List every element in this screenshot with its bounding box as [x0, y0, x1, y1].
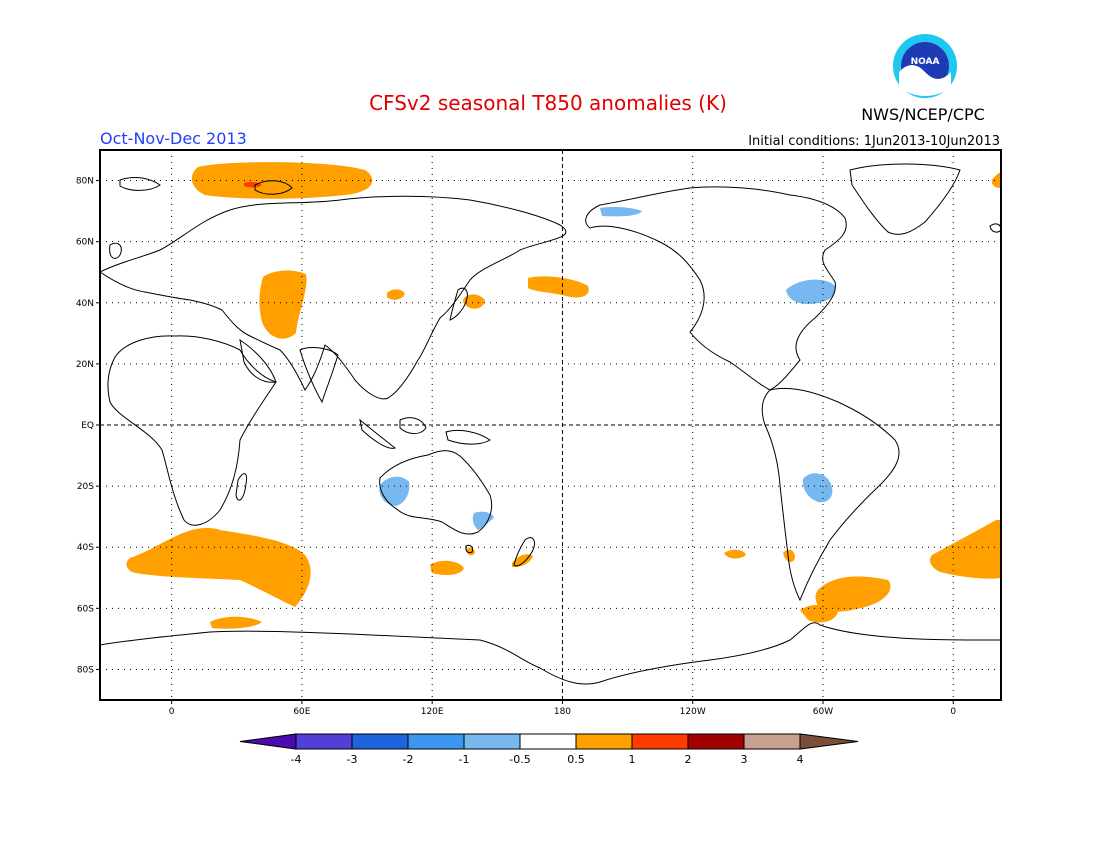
lat-tick-label: 80S	[77, 665, 94, 675]
colorbar: -4 -3 -2 -1 -0.5 0.5 1 2 3 4	[239, 733, 859, 766]
lat-tick-label: 20S	[77, 482, 94, 492]
coast-new-guinea	[445, 429, 491, 445]
colorbar-swatch	[687, 733, 745, 750]
coastlines	[100, 163, 1001, 685]
colorbar-swatch	[631, 733, 689, 750]
anomaly-east-australia	[472, 511, 494, 530]
colorbar-swatch	[463, 733, 521, 750]
anomaly-caspian-region	[259, 270, 307, 339]
lat-tick-label: 40S	[77, 543, 94, 553]
colorbar-label: 2	[685, 753, 692, 766]
lon-tick-label: 0	[950, 707, 956, 717]
colorbar-label: -0.5	[509, 753, 530, 766]
anomaly-south-pacific-east	[724, 549, 746, 559]
colorbar-swatch	[575, 733, 633, 750]
anomaly-arctic-wrap-east	[991, 172, 1001, 188]
lat-tick-label: 40N	[76, 299, 94, 309]
coast-arabia	[239, 338, 277, 383]
coast-japan	[449, 287, 468, 321]
coast-madagascar	[235, 473, 247, 501]
season-label: Oct-Nov-Dec 2013	[100, 129, 247, 148]
coast-novaya-zemlya	[254, 180, 293, 195]
anomaly-layer	[126, 162, 1001, 629]
anomaly-japan	[463, 294, 485, 309]
coast-australia	[379, 450, 493, 535]
map-grid	[100, 150, 1001, 700]
coast-greenland	[849, 163, 961, 235]
lon-tick-label: 120E	[421, 707, 444, 717]
colorbar-label: 3	[741, 753, 748, 766]
coast-india	[299, 347, 339, 404]
coast-north-america	[585, 186, 847, 391]
coast-indonesia-2	[399, 417, 427, 435]
colorbar-swatch	[295, 733, 353, 750]
colorbar-swatch	[519, 733, 577, 750]
coast-africa	[107, 335, 277, 526]
coast-uk	[109, 242, 122, 259]
lon-tick-label: 0	[169, 707, 175, 717]
colorbar-label: -2	[403, 753, 414, 766]
anomaly-southeast-atlantic-wrap	[930, 520, 1001, 579]
lat-tick-label: EQ	[81, 421, 94, 431]
longitude-labels: 0 60E 120E 180 120W 60W 0	[169, 700, 956, 717]
colorbar-arrow-left	[239, 733, 297, 750]
anomaly-south-of-australia	[430, 560, 464, 576]
anomaly-south-america-interior	[802, 473, 833, 503]
anomaly-patagonia	[783, 549, 795, 563]
agency-label: NWS/NCEP/CPC	[861, 105, 985, 124]
anomaly-west-australia	[379, 476, 410, 506]
anomaly-southern-ocean-indian	[210, 616, 262, 629]
colorbar-swatch	[407, 733, 465, 750]
coast-arctic-islands	[119, 177, 161, 191]
map-area	[100, 150, 1001, 700]
colorbar-label: 4	[797, 753, 804, 766]
anomaly-south-atlantic	[815, 576, 891, 612]
logo-text: NOAA	[911, 57, 940, 67]
colorbar-label: -1	[459, 753, 470, 766]
noaa-logo: NOAA	[893, 34, 957, 98]
lat-tick-label: 20N	[76, 360, 94, 370]
lat-tick-label: 60N	[76, 238, 94, 248]
colorbar-label: 0.5	[567, 753, 585, 766]
colorbar-swatch	[743, 733, 801, 750]
anomaly-arctic-greenland-sea	[191, 162, 373, 199]
anomaly-mongolia	[387, 289, 405, 300]
coast-south-america	[761, 387, 900, 602]
lon-tick-label: 60E	[293, 707, 310, 717]
colorbar-label: -3	[347, 753, 358, 766]
coast-iceland	[989, 223, 1001, 233]
coast-tasmania	[465, 544, 473, 554]
latitude-labels: 80N 60N 40N 20N EQ 20S 40S 60S 80S	[76, 177, 100, 675]
colorbar-arrow-right	[799, 733, 859, 750]
title: CFSv2 seasonal T850 anomalies (K)	[369, 91, 727, 115]
lon-tick-label: 60W	[813, 707, 833, 717]
coast-indonesia-1	[359, 418, 397, 449]
colorbar-label: 1	[629, 753, 636, 766]
colorbar-label: -4	[291, 753, 302, 766]
lat-tick-label: 80N	[76, 177, 94, 187]
lat-tick-label: 60S	[77, 604, 94, 614]
coast-antarctica	[100, 622, 1001, 685]
lon-tick-label: 180	[554, 707, 571, 717]
anomaly-north-pacific-dateline	[528, 276, 589, 298]
coast-eurasia	[100, 195, 567, 400]
lon-tick-label: 120W	[680, 707, 706, 717]
colorbar-swatch	[351, 733, 409, 750]
anomaly-bering-strait	[600, 207, 642, 217]
coast-new-zealand	[513, 537, 535, 567]
anomaly-northeast-usa	[786, 279, 836, 305]
initial-conditions: Initial conditions: 1Jun2013-10Jun2013	[748, 134, 1000, 149]
anomaly-drake-passage	[800, 604, 838, 623]
